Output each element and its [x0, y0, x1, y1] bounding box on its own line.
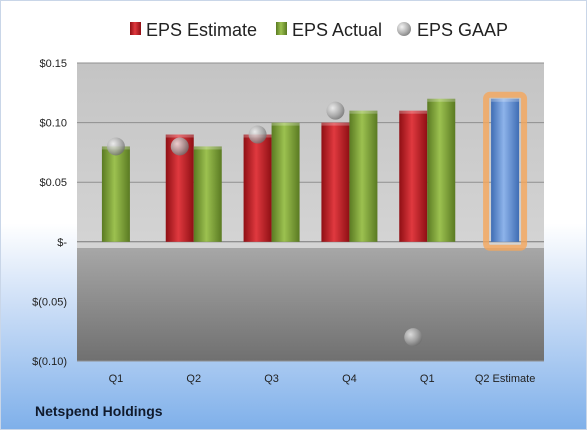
legend-swatch-eps-estimate — [130, 22, 141, 35]
bar-q2-estimate-top — [491, 98, 520, 102]
bar-eps-actual — [193, 146, 222, 242]
bar-eps-actual — [427, 98, 456, 242]
y-tick-label: $0.10 — [39, 118, 67, 130]
x-tick-label: Q2 Estimate — [475, 373, 536, 385]
legend-label-eps-gaap: EPS GAAP — [417, 20, 508, 40]
company-name: Netspend Holdings — [35, 403, 163, 419]
bar-eps-actual-top — [271, 122, 300, 126]
x-axis-ticks: Q1 Q2 Q3 Q4 Q1 Q2 Estimate — [109, 373, 536, 385]
q2-estimate-highlight — [483, 91, 528, 251]
legend: EPS Estimate EPS Actual EPS GAAP — [130, 20, 508, 40]
bar-eps-actual — [271, 122, 300, 242]
gaap-marker — [326, 101, 345, 120]
bar-q2-estimate — [491, 98, 520, 242]
bar-eps-actual-top — [427, 98, 456, 102]
y-tick-label: $(0.05) — [32, 296, 67, 308]
gaap-marker — [106, 137, 125, 156]
bars — [101, 98, 520, 242]
legend-label-eps-estimate: EPS Estimate — [146, 20, 257, 40]
x-tick-label: Q1 — [420, 373, 435, 385]
bar-eps-actual — [349, 110, 378, 242]
gaap-marker — [404, 328, 423, 347]
legend-swatch-eps-gaap — [397, 22, 411, 36]
gaap-marker — [248, 125, 267, 144]
y-tick-label: $- — [57, 237, 67, 249]
y-tick-label: $(0.10) — [32, 356, 67, 368]
x-tick-label: Q4 — [342, 373, 357, 385]
gridlines — [77, 62, 544, 362]
gaap-markers — [106, 101, 423, 347]
x-tick-label: Q1 — [109, 373, 124, 385]
bar-eps-estimate-top — [321, 122, 350, 126]
bar-eps-estimate — [321, 122, 350, 242]
q2-estimate-glow — [483, 91, 528, 251]
y-tick-label: $0.15 — [39, 58, 67, 70]
bar-eps-estimate — [399, 110, 428, 242]
y-axis-ticks: $0.15 $0.10 $0.05 $- $(0.05) $(0.10) — [32, 58, 67, 368]
bar-eps-actual — [101, 146, 130, 242]
legend-label-eps-actual: EPS Actual — [292, 20, 382, 40]
plot-area — [77, 63, 544, 361]
bar-eps-estimate-top — [399, 110, 428, 114]
y-tick-label: $0.05 — [39, 177, 67, 189]
bar-eps-estimate — [243, 134, 272, 242]
x-tick-label: Q2 — [186, 373, 201, 385]
bar-eps-actual-top — [193, 146, 222, 150]
gaap-marker — [170, 137, 189, 156]
bar-eps-estimate-top — [165, 134, 194, 138]
bar-eps-actual-top — [349, 110, 378, 114]
x-tick-label: Q3 — [264, 373, 279, 385]
legend-swatch-eps-actual — [276, 22, 287, 35]
